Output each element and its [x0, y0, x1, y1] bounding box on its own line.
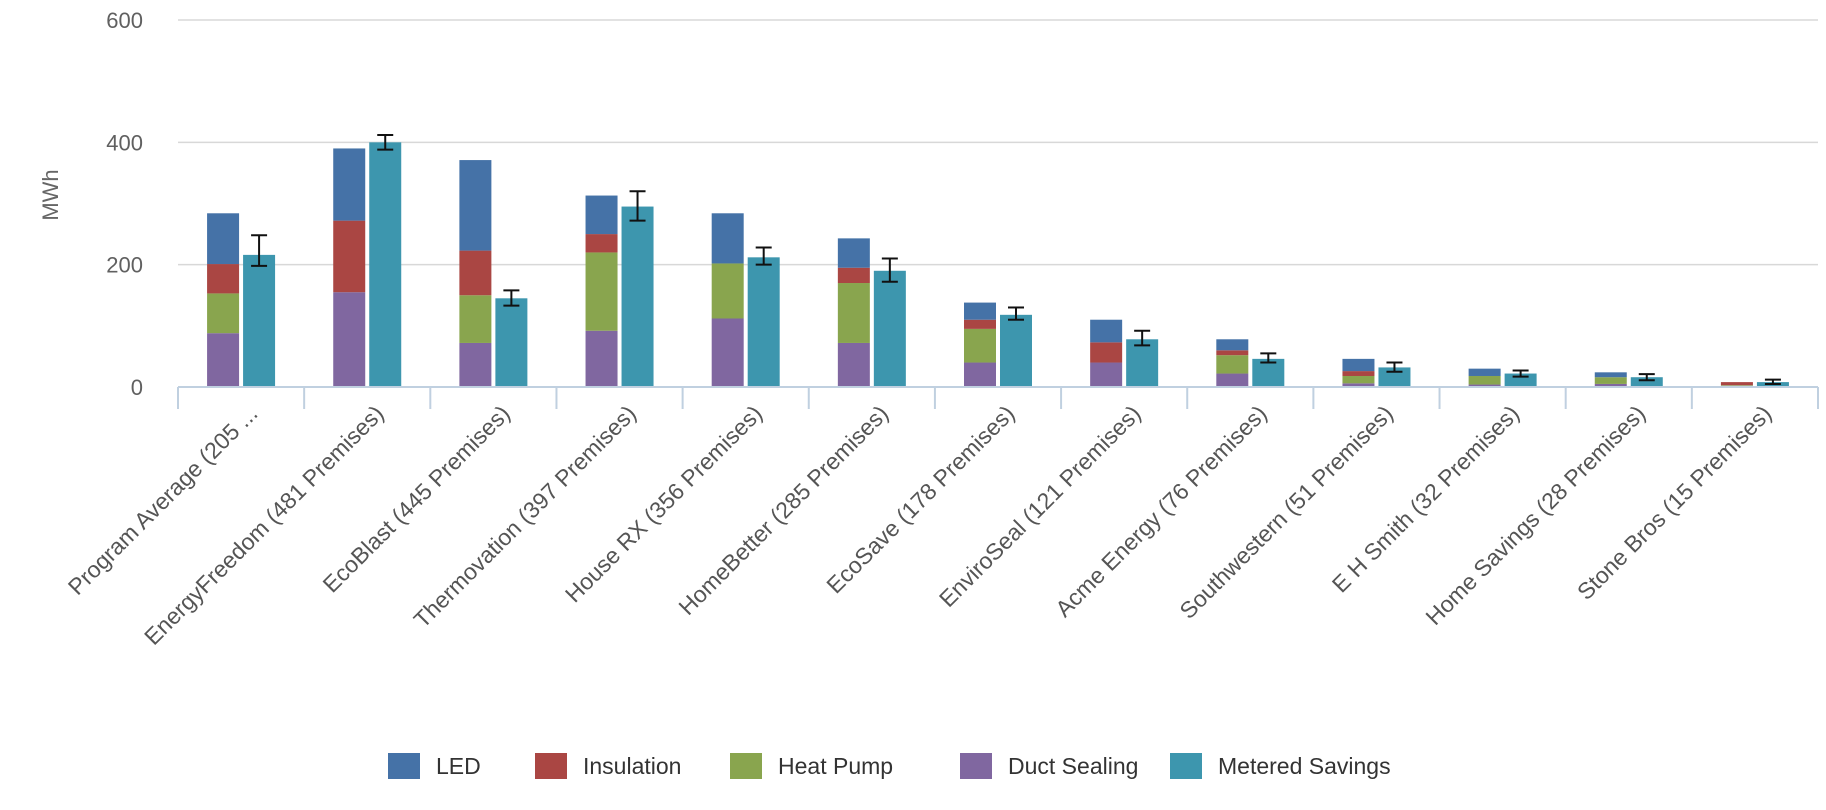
bar-segment-heat-pump [1216, 355, 1248, 373]
legend-label: Heat Pump [778, 753, 893, 779]
bar-segment-led [712, 213, 744, 263]
grid-lines [178, 20, 1818, 265]
bar-segment-insulation [459, 251, 491, 296]
y-tick-label: 600 [106, 8, 143, 33]
bar-segment-insulation [1090, 342, 1122, 362]
bar-segment-led [1595, 372, 1627, 377]
bar-metered-savings [622, 207, 654, 387]
x-category-label: EnviroSeal (121 Premises) [934, 400, 1146, 612]
x-category-label: HomeBetter (285 Premises) [673, 400, 893, 620]
bar-segment-duct-sealing [1090, 363, 1122, 387]
bar-segment-duct-sealing [586, 331, 618, 387]
bar-segment-insulation [586, 234, 618, 252]
bar-segment-duct-sealing [712, 318, 744, 387]
bar-segment-led [207, 213, 239, 264]
bar-segment-insulation [333, 221, 365, 293]
y-tick-label: 0 [131, 375, 143, 400]
legend-label: Duct Sealing [1008, 753, 1138, 779]
bar-metered-savings [369, 142, 401, 387]
bar-metered-savings [243, 255, 275, 387]
legend-swatch [730, 753, 762, 779]
legend-item-metered-savings[interactable]: Metered Savings [1170, 753, 1391, 779]
x-category-label: Acme Energy (76 Premises) [1050, 400, 1272, 622]
bar-metered-savings [1000, 315, 1032, 387]
x-category-label: Home Savings (28 Premises) [1420, 400, 1650, 630]
bar-segment-duct-sealing [207, 333, 239, 387]
legend-swatch [960, 753, 992, 779]
error-bar [1639, 374, 1655, 380]
legend-swatch [388, 753, 420, 779]
legend-swatch [535, 753, 567, 779]
x-category-label: EnergyFreedom (481 Premises) [139, 400, 389, 650]
bar-segment-insulation [1216, 350, 1248, 355]
bar-segment-insulation [964, 320, 996, 329]
bar-segment-insulation [207, 264, 239, 293]
bar-segment-led [1342, 359, 1374, 371]
bar-metered-savings [495, 298, 527, 387]
legend-label: Insulation [583, 753, 681, 779]
y-axis-ticks: 0 200 400 600 [106, 8, 143, 400]
bar-segment-duct-sealing [964, 363, 996, 387]
bar-segment-duct-sealing [459, 343, 491, 387]
bar-segment-insulation [1342, 371, 1374, 376]
plot-area [207, 135, 1789, 387]
bar-segment-led [333, 148, 365, 220]
bar-segment-led [838, 238, 870, 267]
bar-segment-heat-pump [586, 252, 618, 330]
x-axis-labels: Program Average (205 ...EnergyFreedom (4… [63, 400, 1777, 650]
bar-segment-heat-pump [838, 283, 870, 343]
bar-segment-led [964, 303, 996, 320]
bar-segment-heat-pump [1595, 377, 1627, 384]
y-axis-title: MWh [38, 169, 63, 220]
legend-item-heat-pump[interactable]: Heat Pump [730, 753, 893, 779]
bar-segment-duct-sealing [1216, 374, 1248, 387]
y-tick-label: 400 [106, 130, 143, 155]
legend-label: Metered Savings [1218, 753, 1391, 779]
legend-item-led[interactable]: LED [388, 753, 481, 779]
legend-label: LED [436, 753, 481, 779]
bar-segment-led [459, 160, 491, 251]
bar-segment-led [1469, 369, 1501, 376]
x-category-label: Thermovation (397 Premises) [408, 400, 641, 633]
legend-item-duct-sealing[interactable]: Duct Sealing [960, 753, 1138, 779]
bar-metered-savings [874, 271, 906, 387]
x-category-label: Southwestern (51 Premises) [1174, 400, 1398, 624]
bar-segment-heat-pump [207, 293, 239, 333]
bar-segment-duct-sealing [333, 292, 365, 387]
bar-segment-insulation [1721, 382, 1753, 385]
bar-segment-insulation [838, 268, 870, 283]
bar-segment-duct-sealing [838, 343, 870, 387]
bar-segment-heat-pump [459, 295, 491, 343]
error-bar [1765, 380, 1781, 384]
legend-item-insulation[interactable]: Insulation [535, 753, 681, 779]
bar-metered-savings [748, 257, 780, 387]
bar-segment-led [1216, 339, 1248, 350]
bar-segment-heat-pump [1721, 385, 1753, 386]
bar-metered-savings [1126, 339, 1158, 387]
bar-segment-heat-pump [1342, 376, 1374, 383]
bar-segment-heat-pump [964, 329, 996, 363]
bar-segment-heat-pump [712, 263, 744, 318]
bar-segment-led [1090, 320, 1122, 343]
legend-swatch [1170, 753, 1202, 779]
y-tick-label: 200 [106, 253, 143, 278]
legend: LED Insulation Heat Pump Duct Sealing Metere… [388, 753, 1391, 779]
bar-segment-heat-pump [1469, 376, 1501, 385]
bar-segment-led [586, 196, 618, 235]
